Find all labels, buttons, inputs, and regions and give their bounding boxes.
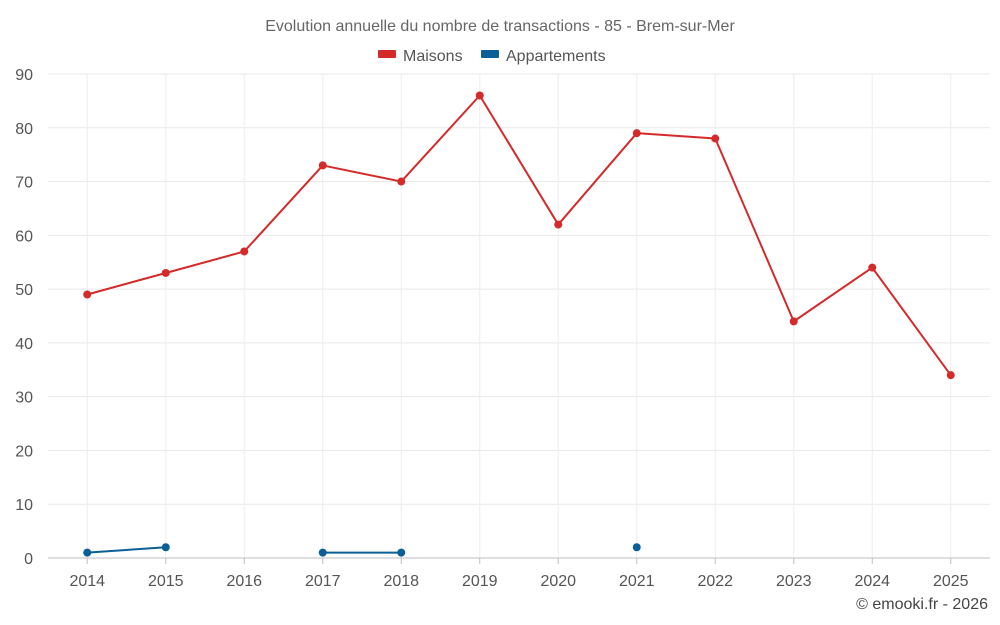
data-point-maisons[interactable] [475, 91, 484, 100]
legend-label-appartements: Appartements [506, 48, 606, 65]
data-point-maisons[interactable] [868, 263, 877, 272]
y-tick-label: 20 [15, 443, 33, 460]
data-point-appartements[interactable] [161, 543, 170, 552]
legend-label-maisons: Maisons [403, 48, 463, 65]
data-point-maisons[interactable] [240, 247, 249, 256]
series-appartements [83, 543, 641, 557]
data-point-maisons[interactable] [161, 268, 170, 277]
x-tick-label: 2018 [383, 573, 419, 590]
y-tick-label: 70 [15, 175, 33, 192]
y-tick-label: 60 [15, 228, 33, 245]
series-line-maisons [86, 94, 952, 376]
y-tick-label: 80 [15, 121, 33, 138]
x-tick-label: 2016 [226, 573, 262, 590]
x-tick-label: 2022 [697, 573, 733, 590]
x-tick-label: 2023 [776, 573, 812, 590]
credit: © emooki.fr - 2026 [856, 596, 988, 613]
x-tick-label: 2024 [854, 573, 890, 590]
axes: 0 10 20 30 40 50 60 70 80 90 2014 2015 2016 2017 2018 2… [15, 67, 990, 590]
legend-swatch-appartements [481, 50, 499, 58]
data-point-maisons[interactable] [711, 134, 720, 143]
x-tick-label: 2014 [69, 573, 105, 590]
y-tick-label: 40 [15, 336, 33, 353]
legend: Maisons Appartements [378, 48, 606, 65]
y-tick-label: 30 [15, 390, 33, 407]
chart-title: Evolution annuelle du nombre de transact… [265, 18, 735, 35]
x-tick-label: 2021 [619, 573, 655, 590]
data-point-maisons[interactable] [83, 290, 92, 299]
data-point-appartements[interactable] [318, 548, 327, 557]
x-tick-label: 2025 [933, 573, 969, 590]
data-point-maisons[interactable] [789, 317, 798, 326]
data-point-maisons[interactable] [554, 220, 563, 229]
data-point-appartements[interactable] [83, 548, 92, 557]
data-point-maisons[interactable] [397, 177, 406, 186]
grid [48, 73, 990, 558]
data-point-appartements[interactable] [397, 548, 406, 557]
series-maisons [83, 91, 955, 380]
data-point-maisons[interactable] [318, 161, 327, 170]
legend-item-appartements[interactable]: Appartements [481, 48, 606, 65]
x-tick-label: 2017 [305, 573, 341, 590]
x-tick-label: 2020 [540, 573, 576, 590]
legend-swatch-maisons [378, 50, 396, 58]
y-tick-label: 0 [24, 551, 33, 568]
series [83, 91, 955, 557]
series-line-appartements [87, 546, 166, 554]
y-tick-label: 10 [15, 497, 33, 514]
x-tick-label: 2019 [462, 573, 498, 590]
legend-item-maisons[interactable]: Maisons [378, 48, 463, 65]
y-tick-label: 50 [15, 282, 33, 299]
x-tick-label: 2015 [148, 573, 184, 590]
data-point-maisons[interactable] [632, 129, 641, 138]
data-point-appartements[interactable] [632, 543, 641, 552]
y-tick-label: 90 [15, 67, 33, 84]
data-point-maisons[interactable] [946, 371, 955, 380]
